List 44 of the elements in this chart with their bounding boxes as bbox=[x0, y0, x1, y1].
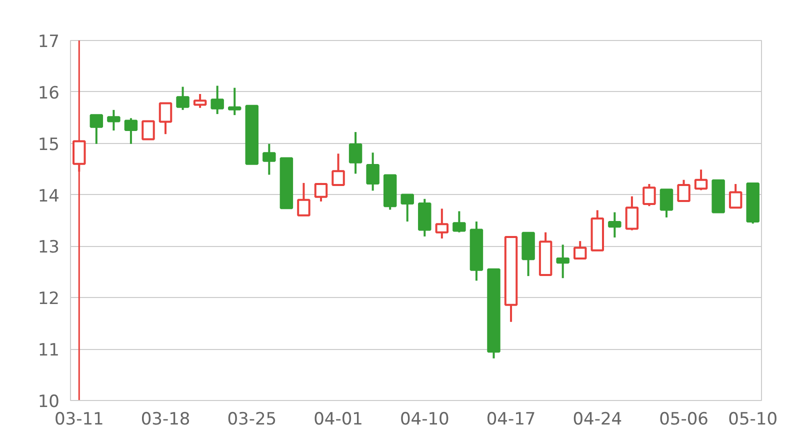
candlestick bbox=[660, 188, 674, 218]
x-tick-label: 03-18 bbox=[140, 410, 190, 430]
x-tick-label: 03-11 bbox=[54, 410, 104, 430]
candlestick bbox=[677, 178, 690, 202]
candlestick bbox=[297, 182, 310, 216]
candlestick bbox=[107, 108, 120, 132]
candlestick bbox=[90, 114, 104, 145]
candlestick bbox=[348, 131, 362, 175]
x-tick-label: 05-06 bbox=[659, 410, 708, 430]
candlestick bbox=[574, 240, 587, 260]
x-tick-label: 04-24 bbox=[572, 410, 622, 430]
candlestick bbox=[210, 84, 224, 116]
candlestick bbox=[193, 92, 207, 109]
candlestick bbox=[262, 142, 276, 176]
candlestick bbox=[176, 86, 190, 111]
candlestick bbox=[625, 195, 639, 232]
y-tick-label: 16 bbox=[38, 83, 60, 104]
candlestick bbox=[556, 244, 570, 280]
candlestick bbox=[228, 86, 242, 116]
candlestick bbox=[694, 168, 708, 192]
candlestick bbox=[452, 210, 466, 234]
x-tick-label: 04-17 bbox=[486, 410, 536, 430]
x-tick-label: 04-10 bbox=[400, 410, 450, 430]
x-tick-label: 05-10 bbox=[728, 410, 778, 430]
y-tick-label: 17 bbox=[38, 32, 60, 52]
candlestick bbox=[314, 182, 328, 202]
candlestick bbox=[400, 194, 414, 223]
candlestick bbox=[124, 117, 138, 145]
candlestick bbox=[728, 182, 742, 209]
y-tick-label: 13 bbox=[38, 238, 60, 258]
x-tick-label: 03-25 bbox=[227, 410, 277, 430]
y-tick-label: 12 bbox=[38, 289, 60, 310]
candlestick bbox=[435, 208, 449, 240]
x-tick-label: 04-01 bbox=[314, 410, 363, 430]
candlestick bbox=[142, 120, 155, 140]
y-tick-label: 11 bbox=[38, 340, 60, 361]
candlestick bbox=[332, 152, 345, 186]
candlestick bbox=[608, 211, 622, 238]
candlestick bbox=[366, 152, 380, 192]
y-tick-label: 15 bbox=[38, 134, 60, 155]
y-tick-label: 14 bbox=[38, 186, 60, 206]
candlestick bbox=[158, 102, 172, 136]
y-tick-label: 10 bbox=[38, 392, 60, 412]
candlestick bbox=[642, 182, 656, 208]
